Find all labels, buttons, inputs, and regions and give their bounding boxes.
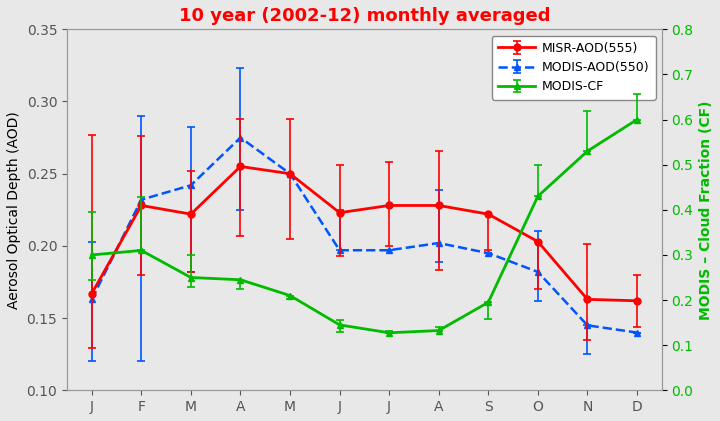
Legend: MISR-AOD(555), MODIS-AOD(550), MODIS-CF: MISR-AOD(555), MODIS-AOD(550), MODIS-CF (492, 35, 655, 99)
Title: 10 year (2002-12) monthly averaged: 10 year (2002-12) monthly averaged (179, 7, 550, 25)
Y-axis label: MODIS – Cloud Fraction (CF): MODIS – Cloud Fraction (CF) (699, 100, 713, 320)
Y-axis label: Aerosol Optical Depth (AOD): Aerosol Optical Depth (AOD) (7, 111, 21, 309)
